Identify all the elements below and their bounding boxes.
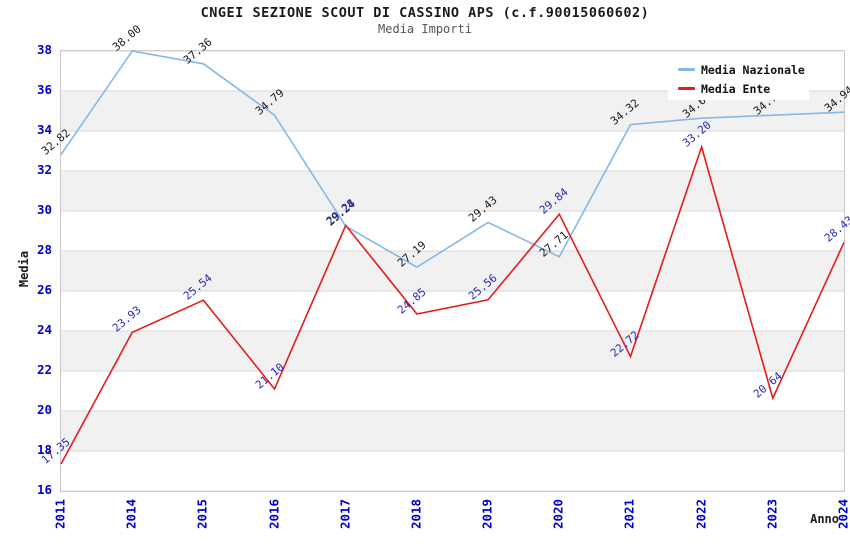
series-line-media-nazionale (60, 50, 845, 269)
y-tick-label: 30 (36, 202, 52, 217)
legend-item-media-nazionale: Media Nazionale (678, 60, 809, 79)
y-tick-label: 28 (36, 242, 52, 257)
x-tick-label: 2021 (621, 498, 637, 530)
x-tick-label: 2022 (693, 498, 709, 530)
y-tick-label: 22 (36, 362, 52, 377)
chart-title: CNGEI SEZIONE SCOUT DI CASSINO APS (c.f.… (200, 5, 650, 21)
chart-subtitle: Media Importi (378, 22, 472, 36)
y-tick-label: 16 (36, 482, 52, 497)
legend-item-media-ente: Media Ente (678, 79, 809, 98)
x-tick-label: 2014 (123, 498, 139, 530)
x-tick-label: 2018 (408, 498, 424, 530)
y-tick-label: 36 (36, 82, 52, 97)
legend-swatch-red-icon (678, 87, 695, 90)
x-tick-label: 2017 (337, 498, 353, 530)
y-tick-label: 34 (36, 122, 52, 137)
y-tick-label: 24 (36, 322, 52, 337)
y-tick-label: 26 (36, 282, 52, 297)
x-tick-label: 2015 (194, 498, 210, 530)
plot-area (60, 50, 845, 492)
legend-label: Media Ente (701, 81, 771, 96)
chart-canvas (60, 50, 845, 492)
y-tick-label: 38 (36, 42, 52, 57)
y-tick-label: 20 (36, 402, 52, 417)
x-tick-label: 2011 (52, 498, 68, 530)
x-tick-label: 2016 (266, 498, 282, 530)
legend-swatch-blue-icon (678, 68, 695, 71)
x-tick-label: 2019 (479, 498, 495, 530)
y-tick-label: 18 (36, 442, 52, 457)
legend-label: Media Nazionale (701, 62, 805, 77)
x-tick-label: 2020 (550, 498, 566, 530)
legend: Media Nazionale Media Ente (668, 53, 809, 100)
y-tick-label: 32 (36, 162, 52, 177)
series-line-media-ente (60, 144, 845, 465)
x-axis-title: Anno (810, 512, 839, 526)
x-tick-label: 2023 (764, 498, 780, 530)
